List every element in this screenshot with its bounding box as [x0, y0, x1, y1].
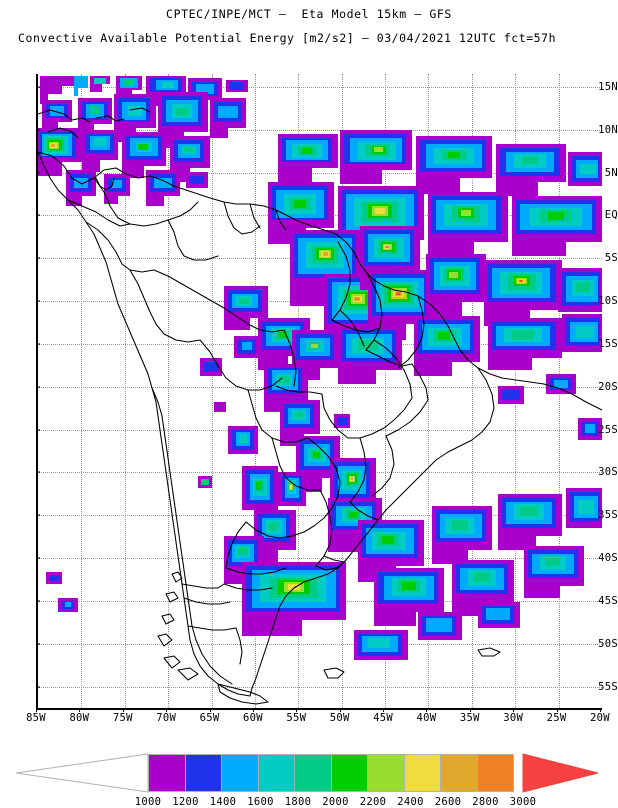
x-axis-tick-label: 85W — [26, 712, 46, 724]
colorbar-tick-label: 1000 — [134, 796, 162, 808]
colorbar-swatch — [403, 754, 441, 792]
page-subtitle: Convective Available Potential Energy [m… — [18, 31, 557, 45]
x-axis-tick-mark — [122, 708, 124, 712]
y-axis-tick-label: 10N — [598, 123, 618, 136]
x-axis-tick-label: 55W — [286, 712, 307, 724]
y-axis-tick-label: 30S — [598, 466, 618, 479]
colorbar-swatch — [148, 754, 186, 792]
y-axis-tick-mark — [36, 86, 40, 88]
y-axis-tick-mark — [36, 686, 40, 688]
x-axis-tick-mark — [339, 708, 341, 712]
y-axis-tick-label: EQ — [604, 209, 618, 222]
x-axis-tick-mark — [252, 708, 254, 712]
x-axis-tick-label: 70W — [156, 712, 177, 724]
x-axis-tick-label: 45W — [373, 712, 393, 724]
colorbar-tick-label: 2000 — [322, 796, 349, 808]
title-block: CPTEC/INPE/MCT — Eta Model 15km — GFS Co… — [0, 0, 618, 58]
x-axis-tick-label: 30W — [503, 712, 524, 724]
colorbar-tick-label: 1200 — [172, 796, 199, 808]
y-axis-tick-mark — [36, 429, 40, 431]
x-axis-tick-label: 25W — [546, 712, 567, 724]
x-axis-tick-label: 65W — [199, 712, 220, 724]
map-coastlines-borders — [38, 107, 602, 705]
y-axis-tick-label: 5S — [604, 252, 618, 265]
x-axis-tick-label: 50W — [329, 712, 350, 724]
y-axis-tick-label: 35S — [598, 509, 618, 522]
y-axis-tick-label: 5N — [604, 166, 618, 179]
y-axis-tick-mark — [36, 300, 40, 302]
y-axis-tick-label: 45S — [598, 594, 618, 607]
x-axis-tick-label: 80W — [69, 712, 90, 724]
x-axis-tick-label: 35W — [459, 712, 480, 724]
x-axis-tick-mark — [166, 708, 168, 712]
y-axis-tick-label: 10S — [598, 295, 618, 308]
y-axis-tick-mark — [36, 343, 40, 345]
colorbar-tick-label: 1400 — [209, 796, 237, 808]
colorbar-tick-label: 1600 — [247, 796, 274, 808]
map-plot-area — [36, 74, 602, 710]
y-axis-tick-label: 15S — [598, 337, 618, 350]
y-axis-tick-label: 55S — [598, 680, 618, 693]
y-axis-tick-mark — [36, 386, 40, 388]
y-axis-tick-mark — [36, 257, 40, 259]
y-axis-tick-label: 15N — [598, 80, 618, 93]
colorbar-tick-label: 2600 — [434, 796, 462, 808]
colorbar-tick-label: 1800 — [284, 796, 312, 808]
x-axis-tick-mark — [296, 708, 298, 712]
x-axis-tick-mark — [79, 708, 81, 712]
colorbar-tick-label: 2800 — [472, 796, 499, 808]
x-axis-tick-mark — [209, 708, 211, 712]
y-axis-tick-mark — [36, 557, 40, 559]
cape-shaded-field — [38, 76, 602, 660]
x-axis-tick-mark — [556, 708, 558, 712]
colorbar-under-arrow — [15, 753, 149, 793]
page-title: CPTEC/INPE/MCT — Eta Model 15km — GFS — [166, 7, 452, 21]
x-axis-tick-mark — [426, 708, 428, 712]
y-axis-tick-label: 20S — [598, 380, 618, 393]
x-axis-tick-label: 20W — [590, 712, 610, 724]
colorbar-swatches — [148, 754, 514, 792]
x-axis-tick-label: 60W — [242, 712, 263, 724]
colorbar: 1000 1200 1400 1600 1800 2000 2200 2400 2600 2800… — [0, 748, 618, 808]
y-axis-tick-mark — [36, 214, 40, 216]
x-axis-tick-mark — [469, 708, 471, 712]
x-axis-tick-label: 40W — [416, 712, 437, 724]
x-axis-tick-mark — [600, 708, 601, 712]
colorbar-swatch — [257, 754, 295, 792]
colorbar-swatch — [476, 754, 514, 792]
y-axis-tick-label: 50S — [598, 637, 618, 650]
colorbar-swatch — [221, 754, 259, 792]
y-axis-tick-mark — [36, 600, 40, 602]
x-axis-tick-mark — [383, 708, 385, 712]
colorbar-over-arrow — [522, 753, 599, 793]
colorbar-tick-label: 2200 — [359, 796, 387, 808]
y-axis-tick-mark — [36, 514, 40, 516]
y-axis-tick-mark — [36, 471, 40, 473]
colorbar-tick-label: 3000 — [509, 796, 537, 808]
colorbar-swatch — [440, 754, 478, 792]
y-axis-tick-mark — [36, 643, 40, 645]
colorbar-swatch — [184, 754, 222, 792]
colorbar-swatch — [294, 754, 332, 792]
colorbar-swatch — [367, 754, 405, 792]
map-clip — [38, 74, 602, 708]
colorbar-swatch — [330, 754, 368, 792]
y-axis-tick-mark — [36, 172, 40, 174]
y-axis-tick-label: 25S — [598, 423, 618, 436]
y-axis-tick-label: 40S — [598, 552, 618, 565]
x-axis-tick-label: 75W — [112, 712, 133, 724]
y-axis-tick-mark — [36, 129, 40, 131]
colorbar-tick-label: 2400 — [397, 796, 424, 808]
x-axis-tick-mark — [513, 708, 515, 712]
x-axis-tick-mark — [36, 708, 37, 712]
